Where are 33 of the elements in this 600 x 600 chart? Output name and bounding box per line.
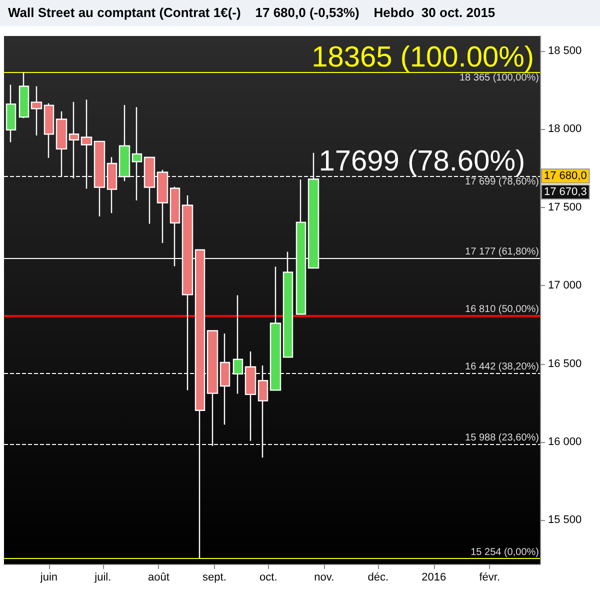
candlestick — [30, 86, 42, 136]
x-tick-label: déc. — [368, 572, 389, 584]
ref-line-label: 18 365 (100,00%) — [459, 72, 539, 84]
y-tick-label: 16 000 — [548, 436, 582, 448]
x-tick-label: août — [148, 572, 170, 584]
ref-line-label: 15 254 (0,00%) — [470, 547, 539, 558]
x-tick-label: févr. — [479, 572, 500, 584]
ref-line-label: 15 988 (23,60%) — [465, 432, 539, 444]
y-tick-label: 18 500 — [548, 44, 582, 57]
y-tick-label: 17 500 — [548, 201, 582, 214]
candlestick — [44, 102, 54, 158]
annotation: 17699 (78.60%) — [318, 146, 526, 178]
ref-line-label: 17 699 (78,60%) — [465, 176, 539, 188]
x-tick-label: 2016 — [422, 572, 446, 584]
y-tick-label: 16 500 — [548, 358, 582, 370]
x-tick-label: nov. — [314, 572, 334, 584]
candlestick — [220, 332, 230, 426]
y-tick-label: 17 000 — [548, 280, 582, 292]
ref-line-label: 16 810 (50,00%) — [465, 304, 539, 315]
y-tick-label: 15 500 — [548, 514, 582, 526]
ref-line-label: 17 177 (61,80%) — [465, 246, 539, 258]
text: 17 680,0 — [544, 170, 587, 182]
candlestick — [18, 71, 30, 119]
text: 17 670,3 — [544, 186, 587, 198]
y-tick-label: 18 000 — [548, 123, 582, 136]
chart-title: Wall Street au comptant (Contrat 1€(-) 17 680,0 (-0,53%) Hebdo 30 oct. 2015 — [0, 0, 600, 26]
ref-line-label: 16 442 (38,20%) — [465, 361, 539, 372]
x-tick-label: juil. — [94, 572, 112, 584]
candlestick — [6, 84, 16, 143]
x-tick-label: juin — [39, 572, 58, 584]
annotation: 18365 (100.00%) — [312, 41, 534, 74]
x-tick-label: sept. — [202, 572, 226, 584]
x-tick-label: oct. — [260, 572, 278, 584]
